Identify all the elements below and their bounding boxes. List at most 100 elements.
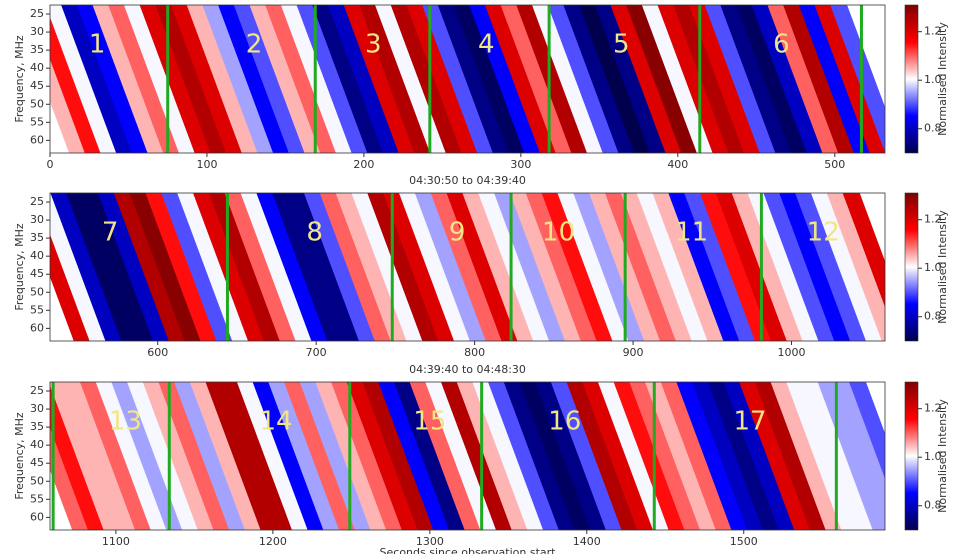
heatmap-cell [409,382,482,530]
heatmap-cell [177,193,250,341]
heatmap-cell [810,193,883,341]
heatmap-cell [770,382,843,530]
heatmap-cell [604,193,678,341]
heatmap-cell [288,193,361,341]
heatmap-cell [673,5,746,153]
colorbar-tick-label: 1.0 [924,73,942,86]
x-tick-label: 0 [47,158,54,171]
heatmap-cell [430,193,503,341]
colorbar-label: Normalised Intensity [936,399,949,513]
colorbar-tick-label: 0.8 [924,310,942,323]
heatmap-cell [563,5,636,153]
heatmap-cell [626,5,699,153]
heatmap: 1 2 3 4 5 6 [50,5,885,153]
heatmap-cell [50,193,123,341]
y-tick-label: 60 [30,510,44,523]
heatmap-cell [720,5,793,153]
heatmap-cell [594,5,667,153]
heatmap-cell [763,193,836,341]
region-label: 7 [102,218,119,248]
heatmap-cell [256,193,329,341]
x-tick-label: 1500 [730,535,758,548]
y-tick-label: 40 [30,438,44,451]
heatmap-cell [652,193,725,341]
heatmap-cell [280,5,353,153]
heatmap-cell [129,193,202,341]
colorbar-label: Normalised Intensity [936,210,949,324]
region-label: 14 [259,407,292,437]
region-label: 8 [306,218,323,248]
y-tick-label: 50 [30,97,44,110]
y-tick-label: 30 [30,402,44,415]
heatmap-cell [303,193,376,341]
heatmap-cell [826,193,885,341]
plot-frame [49,4,886,154]
heatmap-cell [692,382,764,530]
region-label: 5 [613,30,630,60]
y-tick-label: 25 [30,7,44,20]
heatmap-cell [393,382,466,530]
colorbar-tick-label: 1.2 [924,213,942,226]
heatmap-cell [469,5,542,153]
heatmap-cell [541,193,614,341]
heatmap-cell [629,382,702,530]
heatmap-cell [82,193,155,341]
region-label: 9 [449,218,466,248]
heatmap-cell [79,382,152,530]
heatmap-cell [676,382,749,530]
heatmap-cell [123,5,196,153]
heatmap-cell [155,5,228,153]
colorbar-label: Normalised Intensity [936,22,949,136]
x-tick-label: 1000 [778,346,806,359]
colorbar [904,192,919,342]
heatmap-cell [127,382,199,530]
colorbar-tick-label: 0.8 [924,499,942,512]
heatmap-cell [573,193,646,341]
heatmap-cell [343,5,416,153]
heatmap-cell [50,382,121,530]
y-tick-label: 35 [30,231,44,244]
x-tick-label: 100 [196,158,217,171]
heatmap-cell [205,382,278,530]
heatmap-cell [414,193,487,341]
region-label: 6 [773,30,790,60]
x-tick-label: 1200 [259,535,287,548]
region-label: 1 [89,30,106,60]
x-tick-label: 1400 [573,535,601,548]
y-tick-label: 50 [30,285,44,298]
heatmap-cell [284,382,356,530]
heatmap-cell [142,382,215,530]
region-label: 11 [675,218,708,248]
heatmap-cell [145,193,218,341]
region-label: 17 [733,407,766,437]
heatmap-cell [233,5,306,153]
heatmap-cell [739,382,812,530]
heatmap-cell [456,382,529,530]
heatmap-cell [390,5,463,153]
heatmap-cell [798,5,871,153]
heatmap-cell [272,193,345,341]
panel-title: 04:39:40 to 04:48:30 [409,363,526,376]
heatmap-cell [731,193,804,341]
heatmap-cell [484,5,557,153]
heatmap-cell [550,382,623,530]
plot-frame [49,192,886,342]
y-tick-label: 40 [30,249,44,262]
heatmap-cell [398,193,472,341]
heatmap-cell [113,193,186,341]
heatmap-cell [268,382,341,530]
heatmap-cell [503,382,576,530]
heatmap-cell [64,382,137,530]
x-axis-label: Seconds since observation start [380,546,557,554]
heatmap-cell [557,193,630,341]
heatmap-cell [610,5,683,153]
heatmap-cell [582,382,655,530]
heatmap-cell [833,382,885,521]
heatmap-cell [224,193,297,341]
heatmap-cell [645,382,717,530]
heatmap-cell [723,382,796,530]
y-tick-label: 40 [30,61,44,74]
colorbar-tick-label: 0.8 [924,122,942,135]
heatmap-cell [814,5,885,153]
heatmap-cell [367,193,440,341]
